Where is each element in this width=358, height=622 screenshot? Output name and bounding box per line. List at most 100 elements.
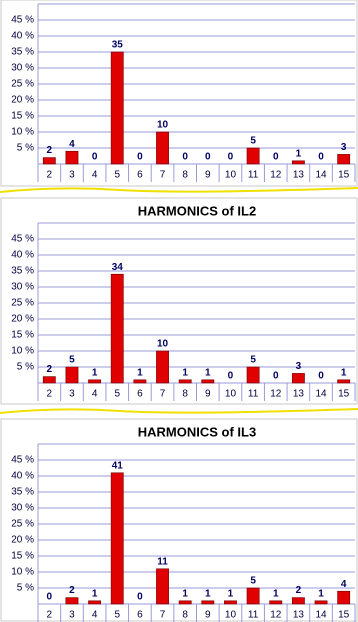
value-label: 35 <box>112 40 124 51</box>
value-label: 1 <box>92 588 98 599</box>
x-tick-label: 3 <box>69 389 75 400</box>
bar <box>224 600 237 605</box>
bar <box>110 472 124 605</box>
x-tick-label: 9 <box>205 389 211 400</box>
value-label: 0 <box>228 371 234 382</box>
value-label: 3 <box>341 142 347 153</box>
bar <box>133 379 147 384</box>
separator <box>0 187 358 193</box>
x-tick-label: 11 <box>248 170 259 181</box>
x-tick-label: 2 <box>47 610 53 621</box>
x-tick-label: 9 <box>205 170 211 181</box>
y-tick-label: 25 % <box>11 298 34 309</box>
x-tick-label: 6 <box>137 610 143 621</box>
x-tick-label: 11 <box>248 389 259 400</box>
x-tick-label: 14 <box>315 610 327 621</box>
x-tick-label: 11 <box>248 610 259 621</box>
y-tick-label: 5 % <box>17 583 34 594</box>
y-tick-label: 15 % <box>11 111 34 122</box>
x-tick-label: 8 <box>182 389 188 400</box>
x-tick-label: 14 <box>315 389 327 400</box>
panel-frame <box>0 418 358 622</box>
x-tick-label: 5 <box>114 389 120 400</box>
chart-title: HARMONICS of IL2 <box>138 203 256 218</box>
value-label: 0 <box>273 152 279 163</box>
x-tick-label: 10 <box>225 389 237 400</box>
value-label: 2 <box>47 145 53 156</box>
x-tick-label: 12 <box>270 389 282 400</box>
x-tick-label: 4 <box>92 389 98 400</box>
x-tick-label: 13 <box>293 389 305 400</box>
x-tick-label: 14 <box>315 170 327 181</box>
x-tick-label: 7 <box>160 170 166 181</box>
bar <box>201 379 215 384</box>
value-label: 0 <box>273 371 279 382</box>
y-tick-label: 45 % <box>11 234 34 245</box>
value-label: 3 <box>296 361 302 372</box>
bar <box>314 600 328 605</box>
value-label: 5 <box>250 355 256 366</box>
y-tick-label: 40 % <box>11 31 34 42</box>
bar <box>42 157 56 165</box>
value-label: 1 <box>137 367 143 378</box>
bar <box>156 131 169 165</box>
x-tick-label: 3 <box>69 170 75 181</box>
panel-frame <box>0 197 358 405</box>
y-tick-label: 10 % <box>11 127 34 138</box>
x-tick-label: 13 <box>293 610 305 621</box>
panel-frame <box>0 0 358 187</box>
y-tick-label: 40 % <box>11 471 34 482</box>
bar <box>178 600 192 605</box>
y-tick-label: 20 % <box>11 95 34 106</box>
bar <box>246 587 260 605</box>
bar <box>291 597 305 605</box>
value-label: 11 <box>157 556 168 567</box>
bar <box>291 373 305 384</box>
bar <box>156 350 169 384</box>
y-tick-label: 10 % <box>11 346 34 357</box>
value-label: 2 <box>69 585 75 596</box>
value-label: 10 <box>157 120 169 131</box>
x-tick-label: 7 <box>160 389 166 400</box>
x-tick-label: 2 <box>47 389 53 400</box>
x-tick-label: 5 <box>114 170 120 181</box>
value-label: 2 <box>296 585 302 596</box>
bar <box>42 376 56 384</box>
bar <box>337 590 351 605</box>
value-label: 1 <box>296 148 302 159</box>
y-tick-label: 35 % <box>11 266 34 277</box>
y-tick-label: 40 % <box>11 250 34 261</box>
x-tick-label: 6 <box>137 170 143 181</box>
value-label: 5 <box>69 355 75 366</box>
y-tick-label: 15 % <box>11 330 34 341</box>
x-tick-label: 10 <box>225 170 237 181</box>
y-tick-label: 20 % <box>11 535 34 546</box>
x-tick-label: 15 <box>338 610 350 621</box>
x-tick-label: 15 <box>338 170 350 181</box>
x-tick-label: 12 <box>270 170 282 181</box>
x-tick-label: 12 <box>270 610 282 621</box>
x-tick-label: 9 <box>205 610 211 621</box>
value-label: 0 <box>47 592 53 603</box>
value-label: 1 <box>228 588 234 599</box>
x-tick-label: 13 <box>293 170 305 181</box>
bar <box>246 147 260 165</box>
y-tick-label: 25 % <box>11 79 34 90</box>
value-label: 0 <box>228 152 234 163</box>
y-tick-label: 10 % <box>11 567 34 578</box>
bar <box>156 568 169 605</box>
bar <box>65 150 79 165</box>
bar <box>88 379 102 384</box>
x-tick-label: 5 <box>114 610 120 621</box>
x-tick-label: 4 <box>92 170 98 181</box>
y-tick-label: 30 % <box>11 503 34 514</box>
value-label: 5 <box>250 136 256 147</box>
y-tick-label: 45 % <box>11 15 34 26</box>
value-label: 0 <box>92 152 98 163</box>
bar <box>65 597 79 605</box>
bar <box>201 600 215 605</box>
chart-title: HARMONICS of IL3 <box>138 424 256 439</box>
value-label: 0 <box>137 152 143 163</box>
y-tick-label: 5 % <box>17 362 34 373</box>
